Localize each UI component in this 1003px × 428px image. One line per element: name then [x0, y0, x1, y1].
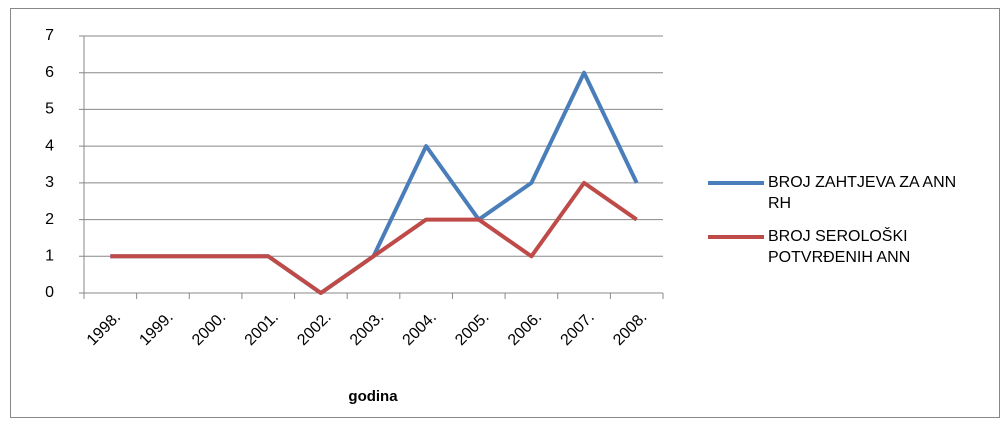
y-tick-label: 0	[45, 284, 54, 301]
y-tick-label: 4	[45, 137, 54, 154]
y-tick-label: 6	[45, 64, 54, 81]
y-tick-label: 1	[45, 248, 54, 265]
legend-label: BROJ ZAHTJEVA ZA ANN RH	[768, 174, 957, 212]
series-line	[110, 180, 638, 295]
y-tick-label: 5	[45, 101, 54, 118]
chart-border	[10, 8, 1000, 418]
y-tick-label: 3	[45, 174, 54, 191]
x-axis-label: godina	[348, 388, 398, 405]
y-tick-label: 2	[45, 211, 54, 228]
y-tick-label: 7	[45, 27, 54, 44]
legend-label: BROJ SEROLOŠKI POTVRĐENIH ANN	[768, 228, 911, 266]
